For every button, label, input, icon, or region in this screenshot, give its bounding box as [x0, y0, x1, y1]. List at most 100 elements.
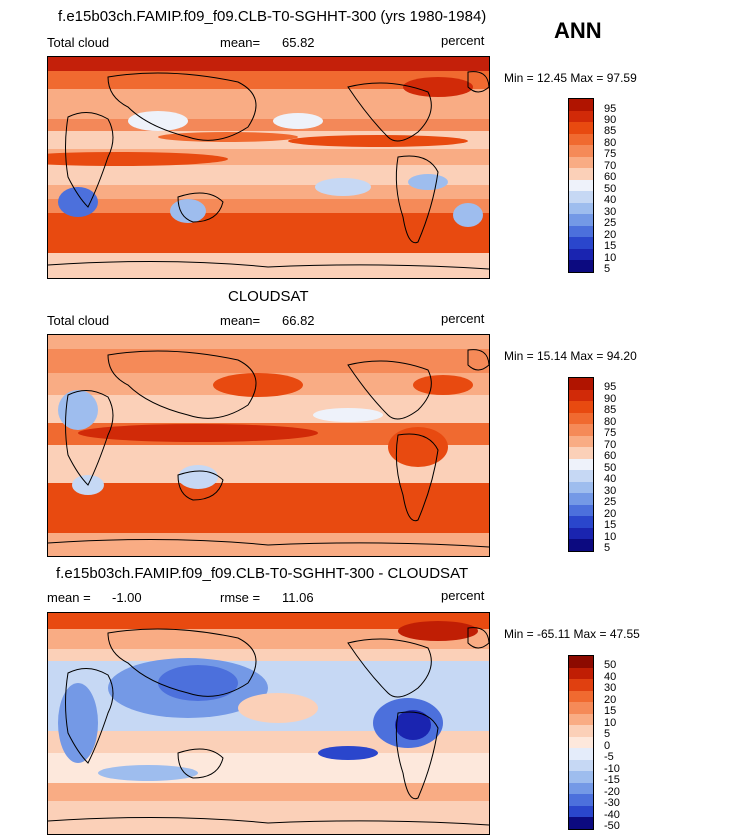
panel2-colorbar-label: 25 — [604, 496, 617, 508]
panel1-colorbar-label: 50 — [604, 183, 617, 195]
panel3-colorbar-label: 0 — [604, 740, 611, 752]
panel3-colorbar-swatch — [569, 782, 593, 794]
panel1-colorbar-swatch — [569, 214, 593, 226]
panel1-colorbar-swatch — [569, 237, 593, 249]
panel2-colorbar-label: 95 — [604, 381, 617, 393]
panel2-colorbar-label: 50 — [604, 462, 617, 474]
panel3-colorbar-swatch — [569, 679, 593, 691]
panel3-colorbar-swatch — [569, 736, 593, 748]
panel1-mean-label: mean= — [220, 35, 261, 50]
panel2-colorbar-label: 70 — [604, 439, 617, 451]
panel3-colorbar-swatch — [569, 771, 593, 783]
panel1-colorbar-label: 20 — [604, 229, 617, 241]
panel2-variable-label: Total cloud — [47, 313, 110, 328]
panel3-rmse-label: rmse = — [220, 590, 261, 605]
panel2-units: percent — [441, 311, 485, 326]
panel2-colorbar-label: 15 — [604, 519, 617, 531]
panel3-colorbar-swatch — [569, 759, 593, 771]
panel2-colorbar-swatch — [569, 527, 593, 539]
panel3-colorbar-label: 5 — [604, 728, 611, 740]
panel1-title: f.e15b03ch.FAMIP.f09_f09.CLB-T0-SGHHT-30… — [58, 8, 487, 25]
panel3-colorbar-label: 10 — [604, 717, 617, 729]
panel2-colorbar-swatch — [569, 378, 593, 390]
panel1-colorbar-label: 90 — [604, 114, 617, 126]
panel2-colorbar — [568, 377, 594, 552]
panel3-colorbar-label: 50 — [604, 659, 617, 671]
panel1-colorbar-swatch — [569, 145, 593, 157]
panel1-mean-value: 65.82 — [282, 35, 315, 50]
panel1-colorbar-swatch — [569, 110, 593, 122]
panel1-colorbar-label: 60 — [604, 171, 617, 183]
panel2-colorbar-swatch — [569, 458, 593, 470]
panel2-mean-value: 66.82 — [282, 313, 315, 328]
panel3-colorbar-swatch — [569, 713, 593, 725]
panel1-colorbar-swatch — [569, 225, 593, 237]
panel3-colorbar-label: 15 — [604, 705, 617, 717]
panel1-colorbar-label: 80 — [604, 137, 617, 149]
panel3-colorbar-swatch — [569, 817, 593, 829]
panel3-colorbar-swatch — [569, 748, 593, 760]
panel2-colorbar-label: 80 — [604, 416, 617, 428]
panel2-colorbar-swatch — [569, 481, 593, 493]
panel2-colorbar-swatch — [569, 516, 593, 528]
panel2-colorbar-swatch — [569, 493, 593, 505]
panel3-colorbar-swatch — [569, 805, 593, 817]
panel3-colorbar-swatch — [569, 667, 593, 679]
panel1-colorbar — [568, 98, 594, 273]
panel2-map — [47, 334, 490, 557]
panel1-colorbar-label: 15 — [604, 240, 617, 252]
panel2-mean-label: mean= — [220, 313, 261, 328]
panel1-variable-label: Total cloud — [47, 35, 110, 50]
panel1-colorbar-label: 85 — [604, 125, 617, 137]
panel1-colorbar-swatch — [569, 156, 593, 168]
panel2-minmax: Min = 15.14 Max = 94.20 — [504, 349, 637, 363]
panel2-colorbar-swatch — [569, 424, 593, 436]
panel1-colorbar-label: 40 — [604, 194, 617, 206]
panel1-map — [47, 56, 490, 279]
panel2-colorbar-swatch — [569, 470, 593, 482]
panel2-colorbar-label: 75 — [604, 427, 617, 439]
panel3-colorbar-swatch — [569, 794, 593, 806]
panel1-colorbar-label: 10 — [604, 252, 617, 264]
panel1-colorbar-label: 25 — [604, 217, 617, 229]
panel2-colorbar-swatch — [569, 412, 593, 424]
panel2-title: CLOUDSAT — [228, 288, 309, 305]
panel1-colorbar-swatch — [569, 99, 593, 111]
panel3-colorbar-label: 20 — [604, 694, 617, 706]
panel2-colorbar-label: 30 — [604, 485, 617, 497]
panel3-colorbar-swatch — [569, 690, 593, 702]
panel3-mean-label: mean = — [47, 590, 91, 605]
panel2-colorbar-label: 5 — [604, 542, 611, 554]
panel1-colorbar-swatch — [569, 133, 593, 145]
panel2-colorbar-label: 85 — [604, 404, 617, 416]
panel3-units: percent — [441, 588, 485, 603]
panel1-colorbar-swatch — [569, 260, 593, 272]
panel2-colorbar-swatch — [569, 539, 593, 551]
panel2-colorbar-swatch — [569, 401, 593, 413]
panel3-colorbar-swatch — [569, 702, 593, 714]
panel2-colorbar-label: 60 — [604, 450, 617, 462]
panel3-colorbar-label: -20 — [604, 786, 620, 798]
panel3-title: f.e15b03ch.FAMIP.f09_f09.CLB-T0-SGHHT-30… — [56, 565, 469, 582]
panel1-units: percent — [441, 33, 485, 48]
panel3-colorbar-label: -30 — [604, 797, 620, 809]
panel3-colorbar-label: -50 — [604, 820, 620, 832]
panel1-colorbar-swatch — [569, 191, 593, 203]
panel1-contour-field — [48, 57, 489, 278]
panel2-colorbar-swatch — [569, 447, 593, 459]
panel1-colorbar-swatch — [569, 248, 593, 260]
panel2-colorbar-label: 40 — [604, 473, 617, 485]
panel1-colorbar-swatch — [569, 202, 593, 214]
panel2-colorbar-swatch — [569, 389, 593, 401]
panel3-minmax: Min = -65.11 Max = 47.55 — [504, 627, 640, 641]
panel1-colorbar-swatch — [569, 122, 593, 134]
panel3-colorbar-label: -10 — [604, 763, 620, 775]
panel2-colorbar-swatch — [569, 435, 593, 447]
panel3-colorbar-label: 30 — [604, 682, 617, 694]
panel3-colorbar-swatch — [569, 725, 593, 737]
panel3-colorbar-swatch — [569, 656, 593, 668]
panel3-colorbar-label: -40 — [604, 809, 620, 821]
panel2-colorbar-label: 10 — [604, 531, 617, 543]
panel1-colorbar-label: 5 — [604, 263, 611, 275]
panel1-colorbar-swatch — [569, 179, 593, 191]
